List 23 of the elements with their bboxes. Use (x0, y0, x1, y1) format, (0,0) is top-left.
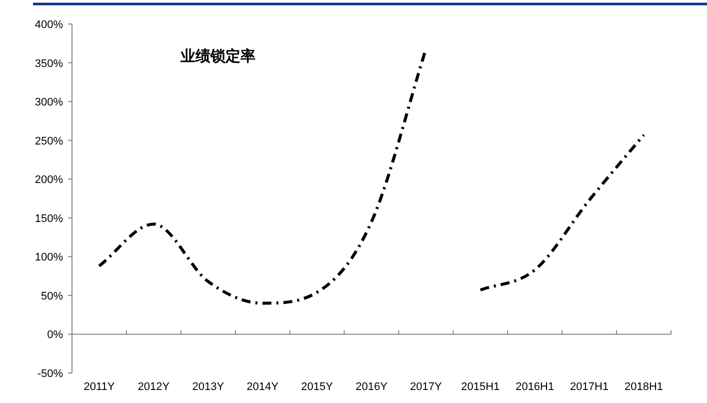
y-tick-label: 300% (34, 96, 64, 109)
x-tick-label: 2017Y (410, 381, 443, 393)
y-tick-label: 400% (34, 19, 64, 31)
y-tick-label: 0% (47, 329, 64, 342)
y-tick-label: 200% (34, 174, 64, 186)
x-tick-label: 2013Y (192, 381, 225, 393)
y-tick-label: 250% (34, 135, 64, 148)
x-tick-label: 2012Y (138, 381, 170, 393)
x-tick-label: 2015Y (301, 381, 334, 393)
y-tick-label: -50% (37, 368, 64, 380)
y-tick-label: 100% (34, 252, 64, 264)
x-tick-label: 2017H1 (570, 381, 609, 393)
line-series (478, 133, 646, 292)
y-tick-label: 50% (40, 290, 64, 302)
text: 业绩锁定率 (180, 47, 256, 65)
y-tick-label: 150% (34, 212, 64, 225)
x-tick-label: 2016Y (356, 381, 388, 393)
x-tick-label: 2015H1 (461, 381, 500, 393)
x-tick-label: 2011Y (84, 381, 116, 393)
y-tick-label: 350% (34, 58, 64, 70)
x-tick-label: 2014Y (246, 381, 280, 393)
x-tick-label: 2018H1 (624, 381, 664, 393)
x-tick-label: 2016H1 (516, 381, 554, 393)
